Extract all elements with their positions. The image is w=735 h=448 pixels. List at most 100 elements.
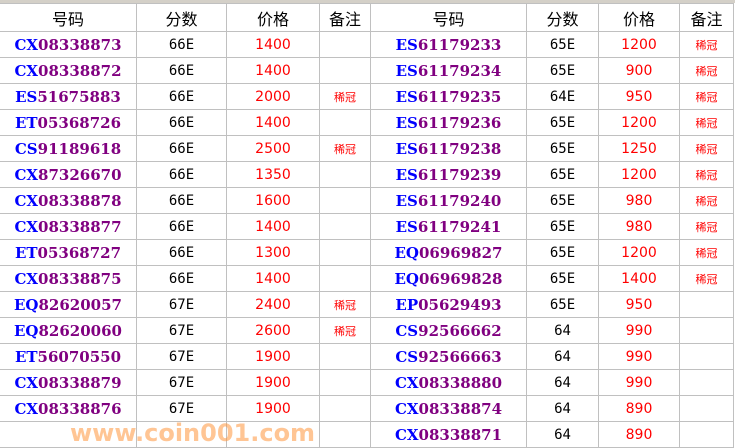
cell-code[interactable]: ES61179238 <box>370 135 527 162</box>
cell-note[interactable]: 稀冠 <box>319 135 371 162</box>
cell-note[interactable] <box>679 343 734 370</box>
cell-score[interactable]: 64 <box>526 369 599 396</box>
cell-price[interactable]: 950 <box>598 291 680 318</box>
cell-score[interactable]: 66E <box>136 31 227 58</box>
cell-note[interactable] <box>679 317 734 344</box>
cell-price[interactable]: 990 <box>598 343 680 370</box>
cell-note[interactable] <box>679 291 734 318</box>
cell-note[interactable]: 稀冠 <box>319 291 371 318</box>
cell-code[interactable]: ES61179239 <box>370 161 527 188</box>
cell-price[interactable]: 1400 <box>226 109 320 136</box>
cell-note[interactable] <box>319 369 371 396</box>
cell-note[interactable]: 稀冠 <box>679 135 734 162</box>
cell-price[interactable]: 1200 <box>598 109 680 136</box>
cell-code[interactable]: EQ82620057 <box>0 291 137 318</box>
cell-score[interactable]: 65E <box>526 239 599 266</box>
cell-score[interactable]: 64 <box>526 421 599 448</box>
cell-score[interactable]: 66E <box>136 57 227 84</box>
cell-price[interactable]: 1400 <box>226 213 320 240</box>
cell-score[interactable]: 66E <box>136 161 227 188</box>
cell-note[interactable]: 稀冠 <box>679 161 734 188</box>
cell-score[interactable]: 66E <box>136 265 227 292</box>
cell-score[interactable]: 66E <box>136 213 227 240</box>
cell-code[interactable]: CX87326670 <box>0 161 137 188</box>
cell-price[interactable]: 1900 <box>226 343 320 370</box>
cell-price[interactable]: 1200 <box>598 31 680 58</box>
cell-code[interactable]: CX08338874 <box>370 395 527 422</box>
cell-price[interactable]: 990 <box>598 317 680 344</box>
cell-score[interactable]: 64 <box>526 343 599 370</box>
cell-code[interactable]: EP05629493 <box>370 291 527 318</box>
cell-price[interactable]: 2400 <box>226 291 320 318</box>
cell-code[interactable] <box>0 421 137 448</box>
cell-score[interactable]: 67E <box>136 343 227 370</box>
cell-note[interactable] <box>319 343 371 370</box>
cell-price[interactable]: 980 <box>598 187 680 214</box>
cell-note[interactable]: 稀冠 <box>679 187 734 214</box>
cell-price[interactable]: 1600 <box>226 187 320 214</box>
cell-score[interactable]: 66E <box>136 135 227 162</box>
cell-code[interactable]: CX08338879 <box>0 369 137 396</box>
cell-price[interactable]: 1400 <box>598 265 680 292</box>
cell-note[interactable]: 稀冠 <box>679 213 734 240</box>
cell-score[interactable]: 67E <box>136 317 227 344</box>
cell-code[interactable]: CX08338875 <box>0 265 137 292</box>
cell-code[interactable]: CX08338877 <box>0 213 137 240</box>
cell-score[interactable]: 65E <box>526 135 599 162</box>
cell-score[interactable]: 66E <box>136 187 227 214</box>
cell-note[interactable] <box>319 395 371 422</box>
cell-code[interactable]: ES61179235 <box>370 83 527 110</box>
cell-price[interactable]: 980 <box>598 213 680 240</box>
cell-code[interactable]: CX08338880 <box>370 369 527 396</box>
cell-score[interactable]: 65E <box>526 161 599 188</box>
cell-code[interactable]: CX08338873 <box>0 31 137 58</box>
cell-score[interactable]: 65E <box>526 57 599 84</box>
cell-score[interactable]: 64 <box>526 317 599 344</box>
cell-note[interactable] <box>319 109 371 136</box>
cell-note[interactable] <box>319 421 371 448</box>
cell-score[interactable]: 64 <box>526 395 599 422</box>
cell-score[interactable]: 66E <box>136 109 227 136</box>
cell-score[interactable]: 65E <box>526 265 599 292</box>
cell-price[interactable]: 1900 <box>226 395 320 422</box>
cell-code[interactable]: ES61179240 <box>370 187 527 214</box>
cell-score[interactable]: 66E <box>136 83 227 110</box>
cell-note[interactable]: 稀冠 <box>679 109 734 136</box>
cell-score[interactable]: 67E <box>136 369 227 396</box>
cell-code[interactable]: EQ06969828 <box>370 265 527 292</box>
cell-score[interactable]: 65E <box>526 109 599 136</box>
cell-code[interactable]: ES51675883 <box>0 83 137 110</box>
cell-score[interactable]: 65E <box>526 291 599 318</box>
cell-note[interactable]: 稀冠 <box>679 57 734 84</box>
cell-code[interactable]: EQ06969827 <box>370 239 527 266</box>
cell-code[interactable]: CS91189618 <box>0 135 137 162</box>
cell-code[interactable]: CS92566663 <box>370 343 527 370</box>
cell-score[interactable]: 64E <box>526 83 599 110</box>
cell-code[interactable]: ES61179233 <box>370 31 527 58</box>
cell-code[interactable]: ES61179234 <box>370 57 527 84</box>
cell-note[interactable] <box>319 187 371 214</box>
cell-note[interactable]: 稀冠 <box>319 83 371 110</box>
cell-price[interactable]: 950 <box>598 83 680 110</box>
cell-price[interactable] <box>226 421 320 448</box>
cell-price[interactable]: 1350 <box>226 161 320 188</box>
cell-price[interactable]: 900 <box>598 57 680 84</box>
cell-price[interactable]: 1300 <box>226 239 320 266</box>
cell-note[interactable]: 稀冠 <box>319 317 371 344</box>
cell-price[interactable]: 1200 <box>598 239 680 266</box>
cell-code[interactable]: CS92566662 <box>370 317 527 344</box>
cell-price[interactable]: 890 <box>598 421 680 448</box>
cell-note[interactable]: 稀冠 <box>679 31 734 58</box>
cell-note[interactable] <box>679 421 734 448</box>
cell-code[interactable]: ES61179236 <box>370 109 527 136</box>
cell-price[interactable]: 890 <box>598 395 680 422</box>
cell-price[interactable]: 1900 <box>226 369 320 396</box>
cell-price[interactable]: 2500 <box>226 135 320 162</box>
cell-note[interactable]: 稀冠 <box>679 265 734 292</box>
cell-note[interactable] <box>679 395 734 422</box>
cell-code[interactable]: ES61179241 <box>370 213 527 240</box>
cell-note[interactable] <box>319 31 371 58</box>
cell-score[interactable]: 65E <box>526 187 599 214</box>
cell-score[interactable]: 67E <box>136 395 227 422</box>
cell-price[interactable]: 2000 <box>226 83 320 110</box>
